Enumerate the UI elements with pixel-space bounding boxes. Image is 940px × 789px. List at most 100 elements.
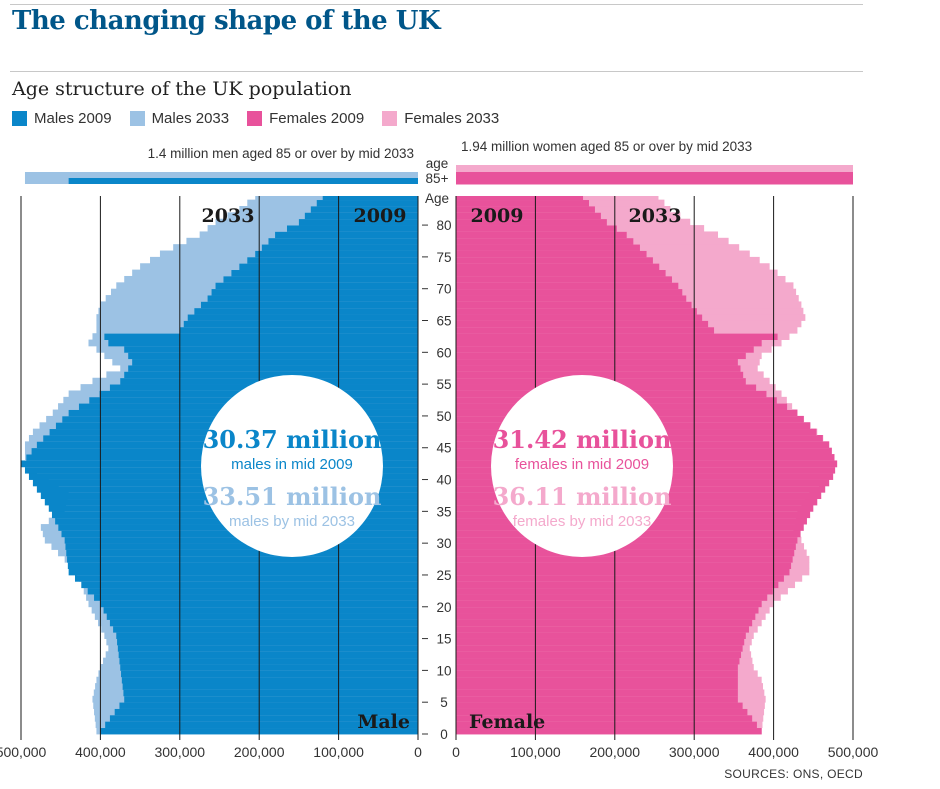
male-2009-bar — [124, 371, 418, 379]
male-2009-bar — [65, 543, 419, 550]
male-2009-bar — [255, 250, 418, 258]
female-2009-bar — [456, 212, 601, 220]
female-2009-bar — [456, 632, 746, 639]
female-2009-bar — [456, 549, 795, 557]
age-tick-label: 0 — [440, 727, 448, 742]
age-tick-label: 15 — [436, 632, 451, 647]
female-2009-bar — [456, 721, 757, 729]
female-2009-bar — [456, 358, 738, 366]
age-tick-label: 45 — [436, 441, 451, 456]
female-side-label: Female — [469, 711, 545, 733]
female-2009-bar — [456, 263, 660, 271]
male-2009-bar — [121, 676, 418, 684]
female-2009-bar — [456, 320, 709, 328]
legend-label: Males 2033 — [151, 110, 230, 127]
male-2033-caption: males by mid 2033 — [229, 513, 355, 530]
female-2009-bar — [456, 282, 679, 290]
female-2009-bar — [456, 638, 745, 646]
female-2009-bar — [456, 371, 744, 379]
legend-label: Males 2009 — [34, 110, 112, 127]
female-2009-bar — [456, 683, 738, 690]
pyramid-bars — [21, 196, 838, 735]
age-tick-label: 25 — [436, 568, 451, 583]
male-2009-bar — [286, 225, 418, 232]
female-x-tick-label: 500,000 — [828, 744, 879, 760]
female-2009-bar — [456, 256, 653, 264]
male-2009-bar — [118, 651, 419, 659]
female-2009-bar — [456, 231, 627, 239]
male-2009-bar — [298, 218, 418, 226]
female-2009-bar — [456, 333, 778, 340]
female-2009-bar — [456, 295, 687, 302]
female-x-tick-label: 200,000 — [589, 744, 640, 760]
legend: Males 2009 Males 2033 Females 2009 Femal… — [12, 110, 499, 127]
male-2033-year-label: 2033 — [202, 205, 255, 227]
female-2009-bar — [456, 657, 740, 665]
female-2033-caption: females by mid 2033 — [513, 513, 651, 530]
male-2009-bar — [132, 358, 418, 366]
male-2009-bar — [105, 721, 418, 729]
female-2009-bar — [456, 600, 762, 608]
male-x-tick-label: 0 — [414, 744, 422, 760]
age-label-top: age — [426, 156, 449, 171]
male-2009-bar — [113, 625, 418, 633]
male-2009-bar — [108, 339, 418, 347]
male-2009-caption: males in mid 2009 — [231, 456, 353, 473]
female-2009-bar — [456, 555, 793, 563]
male-2009-bar — [67, 562, 418, 570]
male-2009-year-label: 2009 — [354, 205, 407, 227]
male-2009-bar — [122, 683, 418, 690]
x-axis-ticks: 0 0 100,000 100,000 200,000 200,000 300,000 300… — [0, 744, 879, 760]
female-x-tick-label: 100,000 — [510, 744, 561, 760]
legend-swatch — [129, 111, 145, 126]
male-2009-bar — [121, 670, 418, 678]
female-x-tick-label: 400,000 — [748, 744, 799, 760]
female-2009-bar — [456, 619, 753, 627]
male-x-tick-label: 500,000 — [0, 744, 47, 760]
legend-swatch — [382, 111, 398, 126]
male-x-tick-label: 200,000 — [234, 744, 285, 760]
top-rule — [10, 4, 863, 5]
female-2009-bar — [456, 644, 743, 652]
male-2009-bar — [87, 587, 419, 595]
female-2009-bar — [456, 606, 759, 614]
female-2009-bar — [456, 568, 790, 576]
female-2009-bar — [456, 670, 738, 678]
female-2009-bar — [456, 543, 796, 550]
female-2009-bar — [456, 365, 741, 372]
female-2009-bar — [456, 352, 746, 360]
male-2009-bar — [81, 581, 419, 589]
male-2009-bar — [211, 288, 418, 296]
female-summary-circle: 31.42 million females in mid 2009 36.11 … — [491, 375, 673, 557]
female-2009-bar — [456, 250, 647, 258]
male-x-tick-label: 300,000 — [154, 744, 205, 760]
age-tick-label: 50 — [436, 409, 451, 424]
title-rule — [10, 71, 863, 72]
female-2009-bar — [456, 594, 768, 601]
female-x-tick-label: 300,000 — [669, 744, 720, 760]
age-tick-label: 5 — [440, 695, 448, 710]
female-2009-bar — [456, 339, 762, 347]
age-tick-label: 30 — [436, 536, 451, 551]
legend-swatch — [247, 111, 263, 126]
male-2009-bar — [114, 708, 418, 716]
male-2009-bar — [120, 664, 418, 671]
age-tick-label: 80 — [436, 218, 451, 233]
male-2009-bar — [67, 555, 418, 563]
male-summary-circle: 30.37 million males in mid 2009 33.51 mi… — [201, 375, 383, 557]
male-2009-bar — [106, 613, 418, 620]
legend-swatch — [12, 111, 27, 126]
male-2009-bar — [128, 365, 418, 372]
female-2009-year-label: 2009 — [471, 205, 524, 227]
female-2009-bar — [456, 345, 754, 353]
chart-subtitle: Age structure of the UK population — [12, 78, 352, 100]
male-2009-bar — [109, 714, 418, 722]
female-2009-bar — [456, 301, 692, 309]
female-x-tick-label: 0 — [452, 744, 460, 760]
male-2009-bar — [68, 568, 418, 576]
female-2009-bar — [456, 307, 697, 315]
male-85plus-note: 1.4 million men aged 85 or over by mid 2… — [148, 146, 414, 161]
male-2009-bar — [74, 574, 418, 582]
legend-label: Females 2033 — [404, 110, 500, 127]
